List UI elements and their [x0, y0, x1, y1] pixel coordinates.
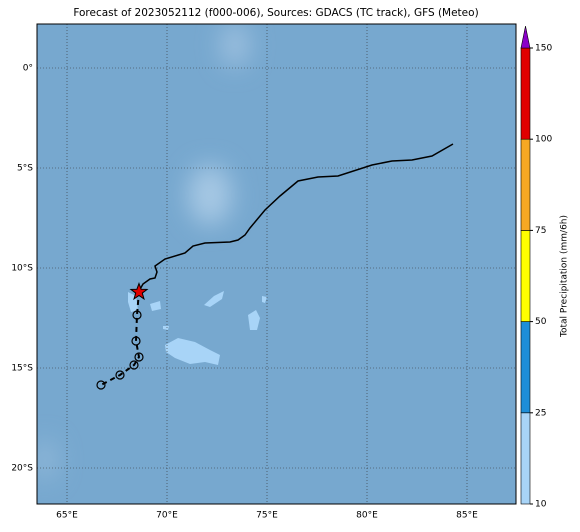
lon-label: 85°E [456, 511, 478, 521]
storm-position [129, 282, 149, 301]
colorbar-tick-label: 25 [535, 408, 546, 418]
colorbar-tick-label: 100 [535, 135, 552, 145]
colorbar-tick-label: 10 [535, 500, 547, 510]
lat-label: 20°S [11, 464, 33, 474]
lon-label: 80°E [356, 511, 378, 521]
map-area [37, 24, 516, 504]
forecast-point [96, 380, 106, 390]
forecast-point [129, 360, 139, 370]
lat-label: 0° [23, 64, 33, 74]
axes: 65°E 70°E 75°E 80°E 85°E 0° 5°S 10°S 15°S 20°S [11, 64, 478, 521]
ocean [37, 24, 516, 504]
lat-label: 15°S [11, 364, 33, 374]
tracks [96, 143, 454, 390]
title: Forecast of 2023052112 (f000-006), Sourc… [73, 7, 478, 19]
lat-label: 5°S [17, 164, 33, 174]
colorbar-segment [520, 412, 531, 505]
colorbar-segment [520, 230, 531, 322]
colorbar: 10 25 50 75 100 150 Total Precipitation (mm/6h… [520, 25, 570, 510]
lon-label: 75°E [256, 511, 278, 521]
forecast-point [132, 310, 142, 320]
lon-label: 65°E [56, 511, 78, 521]
colorbar-label: Total Precipitation (mm/6h) [560, 215, 570, 338]
map-frame [36, 23, 517, 505]
colorbar-segment [520, 138, 531, 231]
colorbar-tick-label: 150 [535, 44, 552, 54]
colorbar-tick-label: 75 [535, 226, 546, 236]
forecast-point [115, 370, 125, 380]
colorbar-tick-label: 50 [535, 317, 547, 327]
observed-track [138, 143, 454, 292]
graticule [37, 24, 516, 504]
forecast-point [134, 352, 144, 362]
forecast-point [131, 336, 141, 346]
colorbar-segment [520, 47, 531, 140]
colorbar-extend [520, 25, 531, 49]
precip-areas [128, 291, 267, 365]
lon-label: 70°E [156, 511, 178, 521]
lat-label: 10°S [11, 264, 33, 274]
colorbar-segment [520, 321, 531, 414]
clouds [37, 24, 249, 480]
forecast-track [100, 290, 141, 386]
